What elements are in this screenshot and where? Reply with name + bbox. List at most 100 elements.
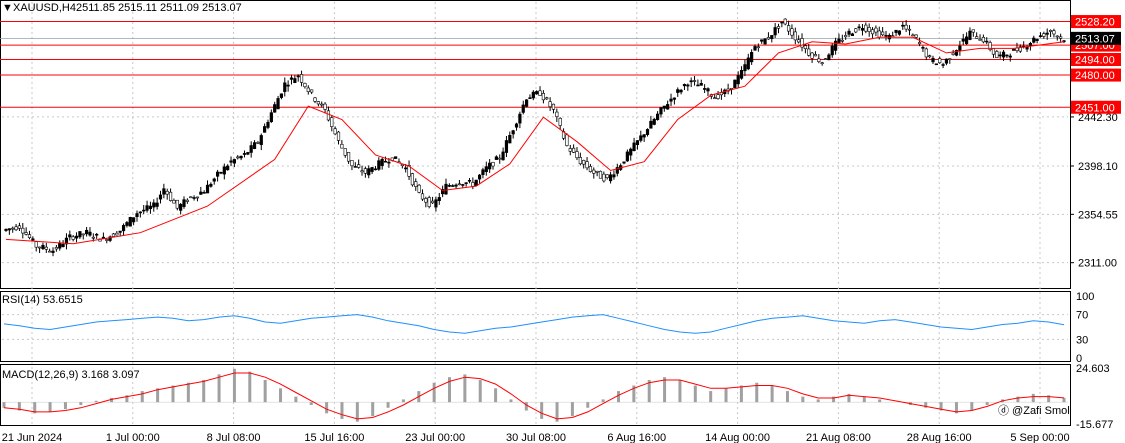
candle-body	[81, 233, 85, 236]
candle	[625, 149, 629, 162]
macd-pane[interactable]	[0, 364, 1071, 426]
candle	[444, 178, 448, 195]
candle	[733, 79, 737, 89]
level-tag-label: 2528.20	[1075, 17, 1115, 29]
candle	[528, 94, 532, 99]
candle-body	[763, 38, 767, 45]
candle	[182, 196, 186, 209]
candle-body	[608, 174, 613, 182]
candle-body	[14, 226, 18, 231]
candle	[854, 28, 858, 34]
candle-body	[810, 52, 814, 59]
candle	[743, 59, 747, 77]
candle	[276, 95, 280, 110]
candle-body	[1055, 35, 1059, 38]
candle	[689, 77, 693, 88]
candle	[921, 45, 925, 52]
candle-body	[582, 159, 586, 165]
candle-body	[484, 166, 488, 173]
candle-body	[88, 231, 92, 236]
candle	[830, 43, 834, 58]
macd-histogram	[2, 368, 1068, 422]
candle-body	[760, 39, 764, 42]
candle-body	[645, 129, 650, 135]
candle	[884, 30, 888, 41]
candle	[518, 111, 522, 129]
candle	[508, 131, 512, 144]
candle-body	[430, 200, 435, 204]
candle	[753, 44, 757, 51]
candle	[437, 192, 441, 205]
candle	[1008, 53, 1012, 62]
candle	[202, 190, 206, 194]
grid	[2, 2, 1068, 426]
candle-body	[867, 27, 871, 32]
candle-body	[531, 91, 535, 99]
candle	[377, 157, 381, 171]
candle	[652, 117, 656, 126]
candle-body	[461, 184, 465, 186]
candle-body	[1012, 48, 1016, 51]
candle	[343, 148, 347, 158]
candle-body	[299, 74, 304, 83]
candle-body	[481, 169, 485, 175]
candle-body	[414, 181, 418, 187]
candle	[451, 184, 455, 187]
candle	[303, 82, 307, 89]
candle-body	[209, 183, 213, 187]
candle	[108, 235, 112, 243]
candle-body	[703, 88, 707, 90]
candle	[209, 182, 213, 188]
candle-body	[820, 62, 824, 65]
candle	[713, 93, 717, 100]
candle	[289, 74, 294, 85]
dropdown-arrow-icon[interactable]: ▼	[2, 2, 13, 14]
candle-body	[857, 26, 861, 29]
candle	[427, 195, 431, 209]
candle	[864, 22, 868, 34]
candle-body	[326, 110, 331, 121]
candle-body	[17, 225, 22, 229]
candle-body	[434, 199, 438, 208]
candle-body	[592, 169, 596, 174]
candle-body	[625, 151, 629, 162]
candle	[736, 71, 740, 88]
candle-body	[850, 33, 854, 36]
candle	[27, 230, 32, 240]
candle	[928, 54, 932, 59]
candle-body	[807, 48, 811, 56]
candles	[4, 18, 1066, 257]
candle-body	[336, 131, 341, 141]
macd-tick-label: 24.603	[1076, 363, 1110, 375]
candle-body	[27, 234, 32, 239]
candle	[414, 178, 418, 191]
candle-body	[870, 29, 875, 35]
candle	[578, 152, 582, 166]
candle	[498, 154, 502, 164]
candle	[934, 63, 938, 66]
candle-body	[1048, 29, 1053, 32]
candle-body	[934, 63, 938, 66]
candle	[1038, 32, 1043, 38]
candle	[85, 226, 89, 237]
candle-body	[756, 46, 760, 49]
candle-body	[323, 103, 327, 110]
candle	[417, 183, 421, 194]
candle	[931, 55, 935, 64]
y-tick-label: 2442.30	[1078, 112, 1118, 124]
candle-body	[380, 158, 384, 166]
candle	[226, 164, 230, 171]
candle-body	[417, 184, 421, 193]
candle	[501, 147, 505, 161]
candle	[914, 34, 918, 40]
candle	[155, 197, 159, 210]
candle	[525, 99, 529, 108]
candle-body	[212, 178, 216, 182]
candle-body	[995, 51, 999, 59]
candle	[296, 74, 300, 82]
candle	[360, 165, 364, 176]
candle	[813, 51, 818, 57]
candle-body	[635, 140, 640, 146]
candle-body	[750, 52, 754, 63]
